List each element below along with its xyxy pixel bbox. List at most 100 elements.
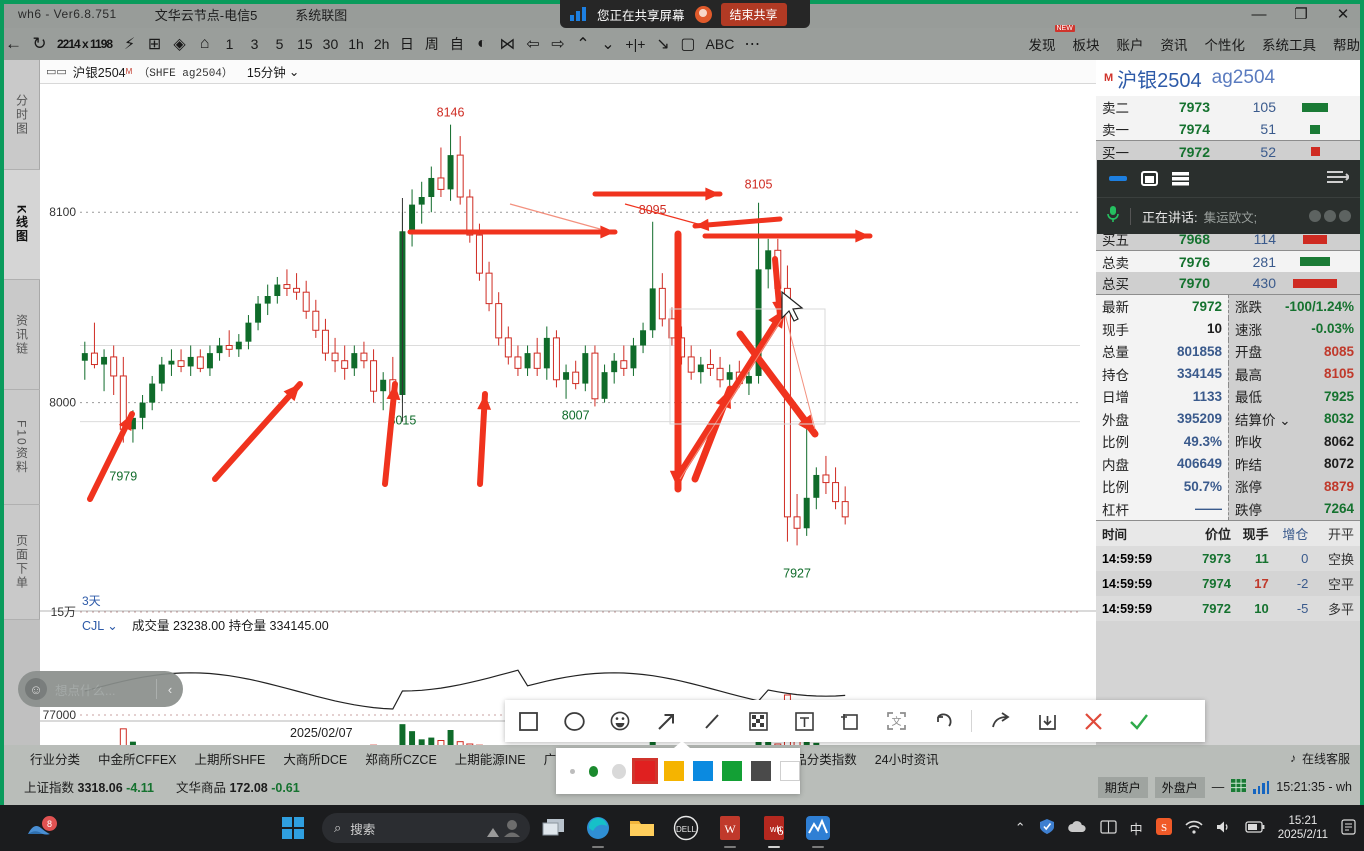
exchange-link[interactable]: 郑商所CZCE	[365, 752, 437, 767]
online-service-link[interactable]: 在线客服	[1301, 751, 1350, 766]
color-swatch[interactable]	[664, 761, 684, 781]
menu-account[interactable]: 账户	[1116, 38, 1144, 53]
sidebar-item-kline[interactable]: K线图	[4, 170, 40, 280]
sogou-ime-icon[interactable]: S	[1155, 818, 1172, 838]
close-button[interactable]: ✕	[1336, 6, 1350, 23]
assistant-bubble[interactable]: ☺ 想点什么... ‹	[18, 671, 183, 707]
minimize-button[interactable]: —	[1251, 5, 1267, 23]
emoji-icon[interactable]	[597, 700, 643, 742]
period-week[interactable]: 周	[424, 36, 439, 52]
menu-system-tools[interactable]: 系统工具	[1262, 38, 1316, 53]
alarm-icon[interactable]: ⌂	[199, 35, 210, 52]
expand-panel-icon[interactable]	[1327, 170, 1351, 188]
volume-icon[interactable]	[1216, 820, 1232, 837]
download-icon[interactable]	[1024, 700, 1070, 742]
exchange-link[interactable]: 行业分类	[30, 752, 81, 767]
orderbook-row[interactable]: 总卖 7976 281	[1096, 250, 1360, 272]
pen-icon[interactable]	[689, 700, 735, 742]
list-mode-icon[interactable]	[1172, 171, 1189, 186]
wps-app-icon[interactable]: W	[710, 805, 750, 851]
dell-app-icon[interactable]: DELL	[666, 805, 706, 851]
scroll-left-icon[interactable]: ⇦	[526, 36, 540, 53]
start-button[interactable]	[282, 817, 304, 839]
menu-personalize[interactable]: 个性化	[1204, 38, 1246, 53]
chart-app-icon[interactable]	[798, 805, 838, 851]
period-2h[interactable]: 2h	[373, 36, 390, 52]
rectangle-icon[interactable]: ▢	[680, 36, 696, 53]
scroll-right-icon[interactable]: ⇨	[551, 36, 565, 53]
exchange-link[interactable]: 上期能源INE	[454, 752, 526, 767]
edge-app-icon[interactable]	[578, 805, 618, 851]
exchange-link[interactable]: 商品分类指数	[781, 752, 857, 767]
period-5m[interactable]: 5	[275, 36, 284, 52]
color-swatch[interactable]	[693, 761, 713, 781]
ime-language-icon[interactable]: 中	[1129, 821, 1143, 837]
period-15m[interactable]: 15	[297, 36, 313, 52]
collapse-bubble-icon[interactable]: ‹	[167, 681, 173, 697]
tray-expand-icon[interactable]: ⌃	[1014, 820, 1026, 835]
size-large-option[interactable]	[612, 763, 626, 779]
file-explorer-icon[interactable]	[622, 805, 662, 851]
back-button[interactable]: ←	[5, 34, 22, 53]
period-30m[interactable]: 30	[322, 36, 339, 52]
trade-ticker[interactable]: 时间 价位 现手 增仓 开平 14:59:59 7973 11 0 空换 14:59:59…	[1096, 520, 1360, 621]
menu-news[interactable]: 资讯	[1160, 38, 1188, 53]
sidebar-item-f10[interactable]: F10资料	[4, 390, 40, 505]
undo-icon[interactable]	[919, 700, 965, 742]
task-view-button[interactable]	[534, 805, 574, 851]
orderbook-row[interactable]: 总买 7970 430	[1096, 272, 1360, 294]
compare-icon[interactable]: ⋈	[499, 36, 516, 53]
menu-discover[interactable]: 发现 NEW	[1029, 25, 1075, 54]
battery-icon[interactable]	[1245, 820, 1265, 836]
rect-icon[interactable]	[505, 700, 551, 742]
wifi-icon[interactable]	[1185, 820, 1203, 837]
crosshair-icon[interactable]: +|+	[625, 36, 646, 52]
size-medium-option[interactable]	[588, 765, 599, 777]
cloud-icon[interactable]	[1067, 820, 1087, 836]
window-mode-icon[interactable]	[1141, 171, 1158, 186]
chart-period-label[interactable]: 15分钟	[246, 66, 286, 80]
abc-text-icon[interactable]: ABC	[705, 36, 735, 52]
color-swatch[interactable]	[722, 761, 742, 781]
refresh-button[interactable]: ↻	[32, 34, 47, 53]
taskbar-clock[interactable]: 15:21 2025/2/11	[1278, 814, 1328, 842]
menu-sectors[interactable]: 板块	[1072, 38, 1100, 53]
lightning-icon[interactable]: ⚡	[123, 36, 136, 53]
arrow-icon[interactable]	[643, 700, 689, 742]
size-small-option[interactable]	[570, 768, 575, 774]
exchange-link[interactable]: 24小时资讯	[874, 752, 939, 767]
chart-dual-icon[interactable]: ▭▭	[46, 66, 67, 78]
period-1h[interactable]: 1h	[348, 36, 364, 52]
microphone-icon[interactable]	[1107, 205, 1119, 228]
sidebar-item-timeline[interactable]: 分时图	[4, 60, 40, 170]
chart-plot-area[interactable]: 8100 8000 8146 8095 8105 8015 8007 7979 7927 3天 CJ…	[40, 84, 1096, 745]
mosaic-icon[interactable]	[735, 700, 781, 742]
share-icon[interactable]	[978, 700, 1024, 742]
zoom-in-icon[interactable]: ⌃	[576, 36, 590, 53]
confirm-icon[interactable]	[1116, 700, 1162, 742]
period-custom[interactable]: 自	[449, 36, 464, 52]
ocr-icon[interactable]: 文	[873, 700, 919, 742]
exchange-link[interactable]: 上期所SHFE	[194, 752, 266, 767]
notification-app-icon[interactable]: 8	[24, 814, 57, 847]
wh6-app-icon[interactable]: wh 6	[754, 805, 794, 851]
color-swatch[interactable]	[751, 761, 771, 781]
close-icon[interactable]	[1070, 700, 1116, 742]
orderbook-row[interactable]: 卖二 7973 105	[1096, 96, 1360, 118]
stamp-icon[interactable]	[827, 700, 873, 742]
period-1m[interactable]: 1	[225, 36, 234, 52]
security-shield-icon[interactable]	[1039, 818, 1055, 838]
color-swatch[interactable]	[780, 761, 800, 781]
color-swatch[interactable]	[632, 758, 658, 784]
more-tools-icon[interactable]: ⋯	[744, 36, 761, 53]
menu-help[interactable]: 帮助	[1333, 38, 1360, 53]
period-3m[interactable]: 3	[250, 36, 259, 52]
orderbook-row[interactable]: 买一 7972 52	[1096, 140, 1360, 162]
indicator-icon[interactable]: ◈	[173, 36, 186, 53]
zoom-out-icon[interactable]: ⌄	[601, 36, 615, 53]
node-tab-label[interactable]: 文华云节点-电信5	[154, 7, 258, 23]
touchpad-icon[interactable]	[1100, 819, 1117, 837]
maximize-button[interactable]: ❐	[1294, 6, 1308, 23]
sidebar-item-order[interactable]: 页面下单	[4, 505, 40, 620]
split-view-icon[interactable]: ◐	[477, 35, 487, 52]
